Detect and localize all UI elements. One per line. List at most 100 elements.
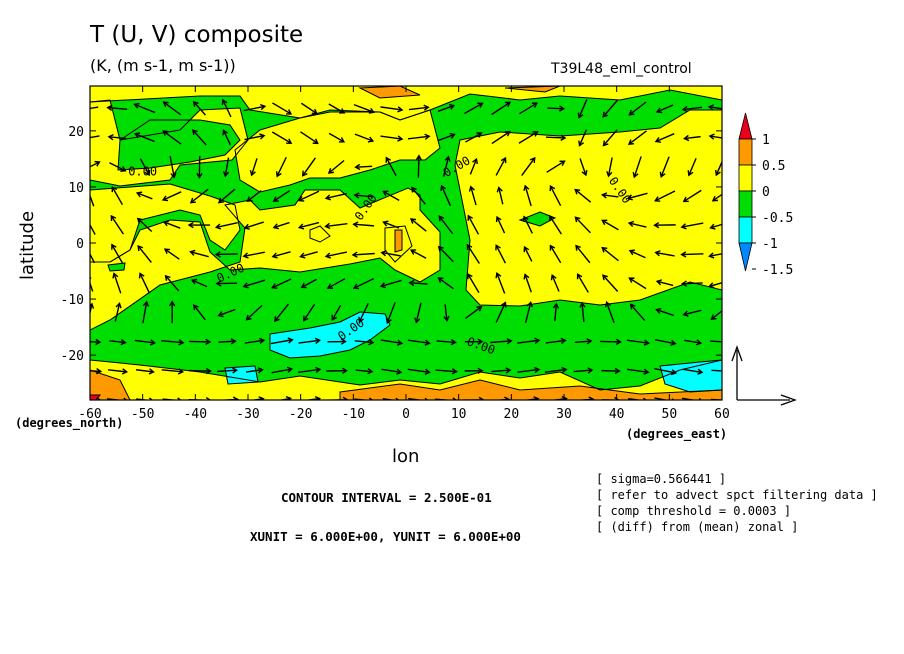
wind-arrow <box>708 133 722 140</box>
wind-arrow <box>196 155 203 179</box>
colorbar-segment <box>738 164 753 192</box>
wind-arrow <box>707 104 722 111</box>
wind-arrow <box>106 104 128 112</box>
wind-arrow <box>379 279 402 289</box>
x-axis-ticks: -60 -50 -40 -30 -20 -10 0 10 20 30 40 50 60 <box>78 86 730 422</box>
wind-arrow <box>90 247 96 264</box>
wind-arrow <box>546 134 567 141</box>
wind-arrow <box>601 246 619 262</box>
contour-line <box>90 359 722 400</box>
wind-arrow <box>324 222 348 230</box>
colorbar-label: -1.5 <box>762 263 793 278</box>
wind-arrow <box>169 156 177 179</box>
x-tick-label: -20 <box>289 407 312 422</box>
contour-label: 0.00 <box>128 165 157 179</box>
wind-arrow <box>544 366 568 374</box>
wind-arrow <box>300 131 319 145</box>
wind-arrow <box>491 130 511 145</box>
colorbar-segment <box>738 242 753 272</box>
colorbar-segment <box>738 138 753 166</box>
wind-arrow <box>628 101 647 116</box>
x-tick-label: 30 <box>556 407 572 422</box>
colorbar-segment <box>738 190 753 218</box>
x-tick-label: 20 <box>504 407 520 422</box>
wind-arrow <box>380 339 404 346</box>
wind-arrow <box>408 104 430 111</box>
wind-arrow <box>243 221 264 230</box>
wind-arrow <box>606 157 613 178</box>
wind-arrow <box>517 337 541 344</box>
wind-arrow <box>464 102 484 115</box>
y-tick-label: 10 <box>68 181 84 196</box>
x-tick-label: -10 <box>342 407 365 422</box>
contour-line <box>518 211 557 227</box>
wind-arrow <box>246 190 262 203</box>
contour-line <box>309 225 331 243</box>
y-tick-label: -20 <box>61 349 84 364</box>
contour-line <box>90 369 131 400</box>
contour-line <box>234 109 441 193</box>
colorbar: 1 0.5 0 -0.5 -1 -1.5 <box>738 112 793 278</box>
wind-arrow <box>161 368 185 375</box>
wind-arrow <box>162 101 182 116</box>
wind-arrow <box>655 104 674 114</box>
wind-arrow <box>297 221 320 230</box>
wind-arrow <box>136 397 154 400</box>
wind-arrow <box>495 215 506 234</box>
contour-line <box>394 229 403 253</box>
wind-arrow <box>435 368 458 375</box>
contour-line <box>90 394 102 400</box>
wind-arrow <box>109 338 127 346</box>
wind-arrow <box>549 184 562 206</box>
wind-arrow <box>465 132 483 143</box>
wind-arrow <box>299 251 318 259</box>
wind-arrow <box>136 217 153 233</box>
wind-arrow <box>408 279 428 287</box>
x-tick-label: 60 <box>714 407 730 422</box>
wind-arrow <box>654 368 678 376</box>
wind-arrow <box>272 190 291 202</box>
wind-arrow <box>275 156 287 178</box>
wind-arrow <box>222 157 230 178</box>
wind-arrow <box>407 339 431 346</box>
wind-arrow <box>653 221 676 229</box>
run-label: T39L48_eml_control <box>551 61 692 77</box>
wind-arrow <box>301 157 316 177</box>
wind-arrow <box>353 103 376 114</box>
wind-arrow <box>573 367 594 374</box>
wind-arrow <box>298 366 322 374</box>
wind-arrow <box>354 339 375 346</box>
wind-arrow <box>549 214 562 235</box>
wind-arrow <box>628 397 647 400</box>
wind-arrow <box>272 102 293 115</box>
wind-arrow <box>601 219 619 231</box>
wind-arrow <box>326 278 346 289</box>
wind-arrow <box>684 339 703 346</box>
wind-arrow <box>407 133 431 140</box>
wind-arrow <box>324 251 348 259</box>
wind-arrow <box>680 280 703 287</box>
contour-line <box>339 379 722 400</box>
wind-arrow <box>464 338 484 345</box>
wind-arrow <box>579 158 588 177</box>
wind-arrow <box>654 250 675 257</box>
contour-line <box>117 119 241 171</box>
wind-arrow <box>711 369 722 372</box>
wind-arrow <box>437 277 454 290</box>
wind-arrow <box>218 338 237 345</box>
wind-arrow <box>523 184 532 207</box>
wind-arrow <box>687 157 697 177</box>
wind-arrow <box>627 130 647 146</box>
colorbar-label: -0.5 <box>762 211 793 226</box>
wind-arrow <box>382 397 400 400</box>
wind-arrow <box>111 243 124 265</box>
wind-arrow <box>654 339 677 347</box>
wind-arrow <box>524 301 533 323</box>
wind-arrow <box>135 191 153 200</box>
wind-arrow <box>328 103 346 114</box>
wind-arrow <box>438 215 454 235</box>
wind-arrow <box>546 160 566 173</box>
x-tick-label: 10 <box>451 407 467 422</box>
wind-arrow <box>495 156 507 176</box>
